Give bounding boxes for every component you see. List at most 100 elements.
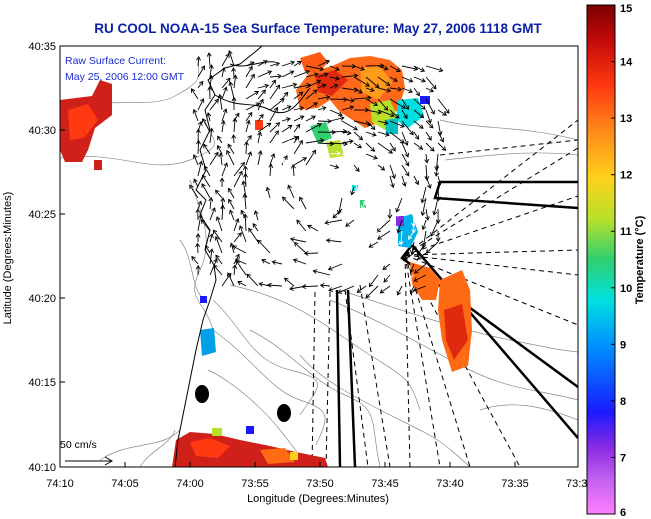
current-vector-head: [409, 130, 414, 136]
current-vector-head: [333, 83, 339, 89]
current-vector: [325, 219, 343, 224]
current-vector: [227, 272, 235, 287]
current-vector: [281, 158, 285, 177]
current-vector-head: [195, 242, 201, 248]
current-vector-head: [253, 210, 259, 215]
current-vector: [435, 153, 439, 170]
current-vector-head: [353, 214, 359, 220]
current-vector: [416, 241, 427, 256]
current-vector-head: [365, 180, 370, 185]
current-vector-head: [196, 56, 201, 61]
current-vector-head: [237, 281, 243, 286]
current-vector-head: [332, 213, 338, 219]
current-vector-head: [438, 67, 444, 73]
current-vector: [387, 274, 403, 280]
current-vector-head: [311, 149, 316, 155]
current-vector: [193, 109, 199, 122]
current-vector: [413, 109, 424, 118]
current-vector-head: [295, 123, 301, 129]
current-vector: [396, 197, 403, 213]
current-vector-head: [264, 213, 270, 219]
current-vector: [413, 131, 419, 140]
current-vector: [197, 140, 200, 155]
current-vector: [329, 142, 348, 145]
current-vector-head: [337, 241, 343, 247]
current-vector: [353, 97, 371, 100]
current-vector-head: [286, 105, 292, 110]
current-vector-head: [404, 161, 410, 167]
current-vector-head: [360, 66, 366, 71]
current-vector: [305, 80, 321, 89]
current-vector: [413, 186, 418, 196]
current-vector: [244, 173, 247, 188]
current-vector-head: [219, 177, 225, 182]
current-vector: [346, 208, 355, 219]
current-vector: [305, 139, 324, 144]
current-vector-head: [373, 155, 378, 160]
current-vector-head: [352, 268, 358, 274]
current-vector-head: [256, 176, 262, 182]
current-vector-head: [374, 83, 380, 89]
current-vector-head: [229, 209, 234, 215]
current-vector: [369, 274, 379, 287]
current-vector-head: [434, 171, 440, 177]
current-vector-head: [206, 52, 212, 57]
current-vector-head: [388, 149, 394, 154]
current-vector: [201, 219, 211, 232]
colorbar-tick-label: 10: [620, 283, 632, 295]
current-vector-head: [320, 165, 326, 171]
current-vector-head: [349, 139, 354, 144]
current-vector-head: [413, 191, 419, 197]
shipping-lanes: [335, 180, 578, 467]
current-vector-head: [413, 66, 419, 72]
current-vector: [357, 285, 367, 293]
current-vector-head: [408, 78, 414, 83]
current-vector: [248, 228, 259, 243]
current-vector-head: [275, 138, 280, 144]
current-vector: [269, 75, 282, 78]
current-vector-head: [319, 197, 325, 202]
current-vector: [326, 239, 343, 243]
current-vector-head: [290, 164, 296, 169]
current-vector-head: [342, 174, 347, 180]
current-vector: [413, 153, 417, 167]
current-vector-head: [346, 130, 352, 136]
current-vector-head: [195, 208, 201, 213]
current-vector-head: [358, 89, 363, 94]
current-vector-head: [273, 106, 279, 112]
current-vector: [212, 229, 223, 243]
current-vector-head: [250, 73, 255, 79]
current-vector: [426, 241, 439, 254]
colorbar-tick-label: 9: [620, 339, 626, 351]
current-vector-head: [255, 102, 261, 107]
current-vector: [377, 142, 393, 154]
current-vector-head: [269, 219, 275, 225]
current-vector: [353, 87, 363, 94]
current-vector-head: [356, 240, 362, 246]
current-vector-head: [257, 131, 263, 137]
current-vector-head: [337, 289, 343, 294]
current-vector-head: [391, 156, 396, 161]
current-vector: [293, 115, 304, 122]
current-vector: [320, 284, 331, 287]
current-vector: [286, 248, 295, 254]
current-vector-head: [242, 165, 248, 171]
current-vector: [215, 254, 223, 265]
current-vector: [317, 120, 331, 122]
current-vector-head: [325, 238, 331, 244]
current-vector: [401, 153, 409, 166]
current-vector: [425, 98, 435, 115]
current-vector-head: [203, 165, 209, 171]
current-vector: [209, 65, 213, 78]
current-vector-head: [305, 70, 311, 75]
current-vector-head: [427, 135, 432, 141]
current-vector: [377, 87, 391, 92]
current-vector: [344, 252, 355, 255]
current-vector-head: [327, 228, 332, 234]
current-vector: [281, 140, 290, 155]
current-vector-head: [214, 98, 219, 104]
current-vector: [365, 285, 379, 299]
current-vector: [317, 107, 326, 111]
current-vector: [341, 120, 358, 131]
current-vector-head: [393, 259, 398, 265]
